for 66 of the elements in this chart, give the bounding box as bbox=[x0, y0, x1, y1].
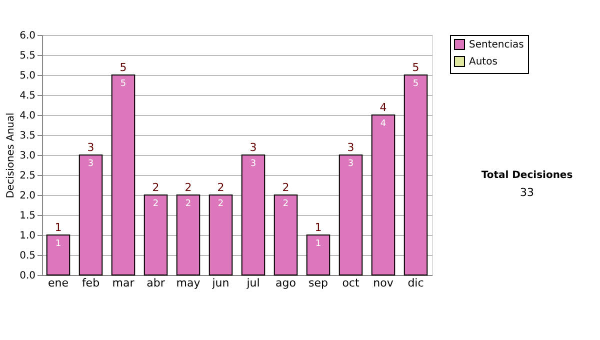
bar bbox=[274, 194, 298, 276]
data-label: 2 bbox=[218, 199, 224, 209]
data-label: 3 bbox=[250, 159, 256, 169]
data-label: 1 bbox=[315, 239, 322, 249]
bar bbox=[241, 154, 266, 276]
data-label: 2 bbox=[152, 199, 159, 209]
data-label: 2 bbox=[282, 199, 289, 209]
bar bbox=[176, 194, 200, 276]
total-label: 5 bbox=[412, 61, 420, 74]
total-label: 2 bbox=[217, 181, 224, 194]
y-tick-label: 5.0 bbox=[20, 70, 36, 82]
y-tick-label: 4.0 bbox=[20, 110, 36, 122]
x-tick-label: sep bbox=[308, 276, 328, 290]
bar bbox=[144, 194, 168, 276]
y-tick-label: 4.5 bbox=[20, 90, 36, 102]
total-label: 2 bbox=[152, 181, 160, 194]
bar bbox=[78, 154, 103, 276]
bar bbox=[371, 114, 396, 276]
data-label: 5 bbox=[120, 79, 126, 89]
y-tick-label: 1.5 bbox=[20, 210, 36, 222]
y-tick-label: 1.0 bbox=[20, 230, 36, 242]
data-label: 1 bbox=[55, 239, 62, 249]
x-tick-label: jun bbox=[211, 276, 230, 290]
y-axis-title: Decisiones Anual bbox=[6, 112, 17, 198]
data-label: 3 bbox=[88, 159, 94, 169]
x-tick-label: mar bbox=[112, 276, 135, 290]
x-tick-label: ago bbox=[276, 276, 296, 290]
bar bbox=[46, 234, 70, 276]
total-label: 4 bbox=[380, 101, 387, 114]
y-tick-label: 6.0 bbox=[20, 30, 36, 42]
data-label: 4 bbox=[380, 119, 386, 129]
y-tick-label: 3.5 bbox=[20, 130, 36, 142]
y-tick-label: 3.0 bbox=[20, 150, 36, 162]
bar bbox=[404, 74, 428, 276]
text: 33 bbox=[520, 186, 534, 199]
y-tick-label: 5.5 bbox=[20, 50, 36, 62]
x-tick-label: abr bbox=[146, 276, 166, 290]
y-tick-label: 0.0 bbox=[20, 270, 36, 282]
x-tick-label: nov bbox=[373, 276, 394, 290]
bar bbox=[111, 74, 136, 276]
y-tick-label: 2.0 bbox=[20, 190, 36, 202]
x-tick-label: jul bbox=[246, 276, 260, 290]
total-label: 1 bbox=[314, 221, 322, 234]
bar bbox=[338, 154, 363, 276]
x-tick-label: dic bbox=[408, 276, 424, 290]
total-label: 5 bbox=[120, 61, 127, 74]
legend-label: Autos bbox=[469, 56, 498, 68]
x-tick-label: feb bbox=[82, 276, 100, 290]
x-tick-label: may bbox=[176, 276, 201, 290]
legend-label: Sentencias bbox=[469, 40, 524, 50]
x-tick-label: oct bbox=[342, 276, 360, 290]
total-label: 2 bbox=[282, 181, 290, 194]
bar bbox=[208, 194, 233, 276]
total-label: 3 bbox=[347, 141, 354, 154]
y-tick-label: 0.5 bbox=[20, 250, 36, 262]
data-label: 2 bbox=[185, 199, 192, 209]
data-label: 3 bbox=[348, 159, 354, 169]
total-label: 3 bbox=[250, 141, 257, 154]
y-tick-label: 2.5 bbox=[20, 170, 36, 182]
total-label: 3 bbox=[87, 141, 94, 154]
total-label: 1 bbox=[54, 221, 62, 234]
data-label: 5 bbox=[412, 79, 419, 89]
x-tick-label: ene bbox=[48, 276, 69, 290]
total-label: 2 bbox=[184, 181, 192, 194]
bar bbox=[306, 234, 330, 276]
text: Total Decisiones bbox=[481, 170, 573, 181]
